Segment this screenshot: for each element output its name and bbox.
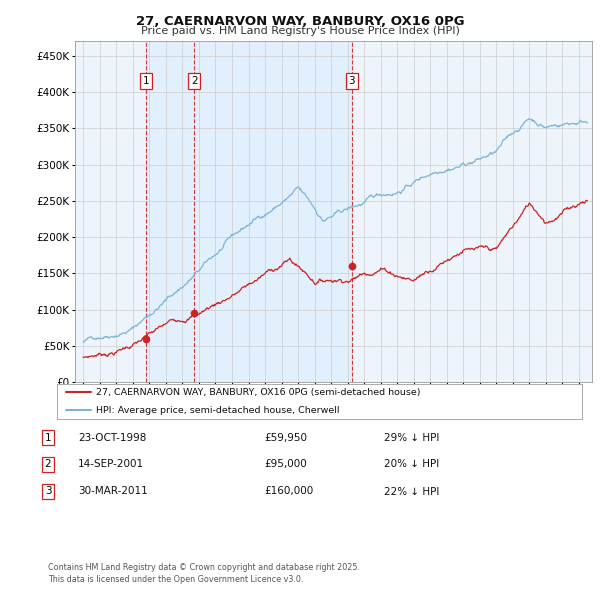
Text: Price paid vs. HM Land Registry's House Price Index (HPI): Price paid vs. HM Land Registry's House …	[140, 26, 460, 36]
Text: 30-MAR-2011: 30-MAR-2011	[78, 487, 148, 496]
Text: 3: 3	[44, 487, 52, 496]
Text: 3: 3	[349, 76, 355, 86]
Text: 29% ↓ HPI: 29% ↓ HPI	[384, 433, 439, 442]
Text: 2: 2	[44, 460, 52, 469]
Text: 14-SEP-2001: 14-SEP-2001	[78, 460, 144, 469]
Text: 2: 2	[191, 76, 197, 86]
Text: 1: 1	[143, 76, 149, 86]
Text: £95,000: £95,000	[264, 460, 307, 469]
Text: HPI: Average price, semi-detached house, Cherwell: HPI: Average price, semi-detached house,…	[97, 405, 340, 415]
Text: 27, CAERNARVON WAY, BANBURY, OX16 0PG: 27, CAERNARVON WAY, BANBURY, OX16 0PG	[136, 15, 464, 28]
Text: Contains HM Land Registry data © Crown copyright and database right 2025.
This d: Contains HM Land Registry data © Crown c…	[48, 563, 360, 584]
Text: 1: 1	[44, 433, 52, 442]
Bar	[146, 41, 352, 382]
Text: £59,950: £59,950	[264, 433, 307, 442]
Text: 22% ↓ HPI: 22% ↓ HPI	[384, 487, 439, 496]
Text: 23-OCT-1998: 23-OCT-1998	[78, 433, 146, 442]
Text: £160,000: £160,000	[264, 487, 313, 496]
Text: 20% ↓ HPI: 20% ↓ HPI	[384, 460, 439, 469]
Text: 27, CAERNARVON WAY, BANBURY, OX16 0PG (semi-detached house): 27, CAERNARVON WAY, BANBURY, OX16 0PG (s…	[97, 388, 421, 397]
